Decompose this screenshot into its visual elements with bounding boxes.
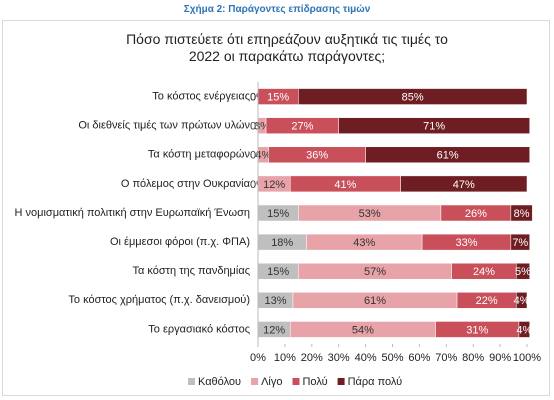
data-label: 12% [263,179,285,191]
category-label: Η νομισματική πολιτική στην Ευρωπαϊκή Έν… [15,207,250,219]
legend-marker [188,378,195,385]
x-tick-label: 40% [355,352,377,364]
data-label: 36% [306,150,328,162]
data-label: 15% [267,266,289,278]
data-label: 41% [334,179,356,191]
legend-marker [251,378,259,385]
x-tick-label: 50% [381,352,403,364]
category-label: Το εργασιακό κόστος [148,323,250,335]
legend-label: Πολύ [302,376,327,388]
data-label: 15% [267,91,289,103]
bar-segment [338,117,530,134]
data-label: 53% [359,208,381,220]
data-label: 12% [263,324,285,336]
x-tick-label: 90% [489,352,511,364]
data-label: 43% [353,237,375,249]
legend-label: Πάρα πολύ [348,376,403,388]
bar-segment [510,204,533,222]
data-label: 54% [352,324,374,336]
legend-marker [292,378,300,385]
data-label: 33% [455,237,477,249]
bar-segment [298,88,528,105]
data-label: 24% [473,266,495,278]
category-label: Τα κόστη της πανδημίας [132,265,250,277]
x-tick-label: 70% [435,352,457,364]
bar-segment [400,175,528,193]
data-label: 27% [291,121,313,133]
legend-label: Καθόλου [198,376,241,388]
legend-marker [337,378,345,385]
data-label: 7% [512,237,528,249]
category-label: Οι διεθνείς τιμές των πρώτων υλών [78,120,250,132]
category-label: Τα κόστη μεταφορών [148,149,251,161]
x-tick-label: 30% [328,352,350,364]
bar-segment [515,262,530,280]
data-label: 22% [476,295,498,307]
bar-segment [515,292,528,309]
data-label: 13% [264,295,286,307]
data-label: 26% [465,208,487,220]
x-tick-label: 10% [274,352,296,364]
x-tick-label: 60% [408,352,430,364]
x-tick-label: 0% [250,352,266,364]
data-label: 61% [364,295,386,307]
data-label: 61% [437,150,459,162]
category-label: Οι έμμεσοι φόροι (π.χ. ΦΠΑ) [110,236,250,248]
x-tick-label: 80% [462,352,484,364]
data-label: 3% [254,121,270,133]
data-label: 18% [271,237,293,249]
category-label: Ο πόλεμος στην Ουκρανία [121,178,251,190]
bar-segment [510,233,530,251]
data-label: 5% [515,266,531,278]
x-tick-label: 100% [513,352,541,364]
data-label: 4% [255,150,271,162]
bar-segment [365,146,530,164]
data-label: 57% [364,266,386,278]
data-label: 4% [516,324,532,336]
data-label: 15% [267,208,289,220]
data-label: 31% [466,324,488,336]
data-label: 8% [514,208,530,220]
bar-segment [518,321,530,338]
category-label: Το κόστος ενέργειας [152,90,250,102]
chart-frame [2,20,550,396]
chart-title: Πόσο πιστεύετε ότι επηρεάζουν αυξητικά τ… [126,31,448,64]
x-tick-label: 20% [301,352,323,364]
data-label: 4% [514,295,530,307]
caption: Σχήμα 2: Παράγοντες επίδρασης τιμών [183,4,371,15]
data-label: 71% [423,121,445,133]
data-label: 47% [453,179,475,191]
legend-label: Λίγο [261,376,282,388]
data-label: 85% [402,91,424,103]
category-label: Το κόστος χρήματος (π.χ. δανεισμού) [68,294,250,306]
